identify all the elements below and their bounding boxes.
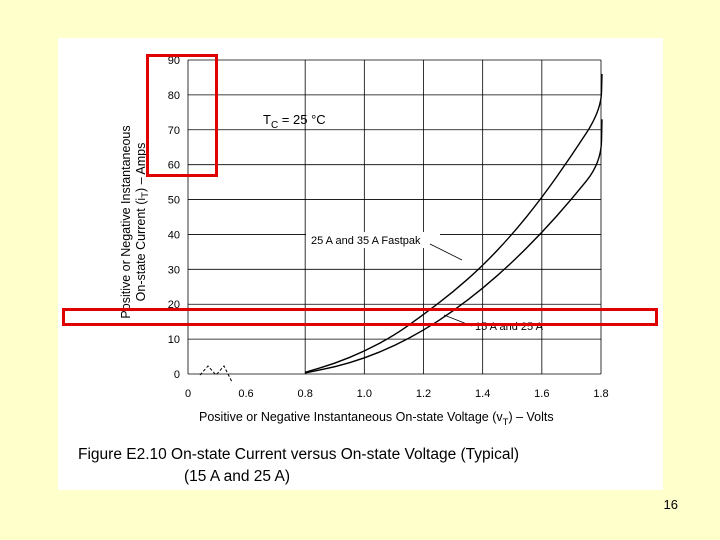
annotation-leader-fastpak bbox=[429, 243, 463, 261]
x-tick-label: 0.6 bbox=[238, 388, 253, 400]
slide-number: 16 bbox=[663, 497, 678, 512]
y-tick-label: 80 bbox=[168, 90, 180, 102]
axis-break-mark bbox=[199, 365, 233, 383]
x-axis-label: Positive or Negative Instantaneous On-st… bbox=[199, 410, 554, 428]
x-tick-label: 0 bbox=[185, 388, 191, 400]
y-tick-label: 70 bbox=[168, 125, 180, 137]
y-tick-label: 0 bbox=[174, 369, 180, 381]
series-curve-fastpak bbox=[304, 73, 603, 373]
x-tick-label: 1.4 bbox=[475, 388, 490, 400]
x-tick-label: 0.8 bbox=[298, 388, 313, 400]
temperature-condition: TC = 25 °C bbox=[263, 112, 326, 131]
y-axis-label-line1: Positive or Negative Instantaneous bbox=[119, 125, 133, 318]
series-curves bbox=[304, 73, 603, 374]
figure-caption-line1: Figure E2.10 On-state Current versus On-… bbox=[78, 446, 520, 463]
x-tick-label: 1.0 bbox=[357, 388, 372, 400]
y-tick-label: 40 bbox=[168, 229, 180, 241]
y-axis-label-line2: On-state Current (iT) – Amps bbox=[134, 143, 151, 302]
y-tick-label: 10 bbox=[168, 334, 180, 346]
highlight-box-y-axis bbox=[146, 54, 218, 177]
highlight-box-20a-line bbox=[62, 308, 658, 326]
y-tick-label: 30 bbox=[168, 264, 180, 276]
annotation-bg-fastpak bbox=[306, 232, 440, 248]
grid bbox=[187, 59, 602, 375]
annotation-fastpak: 25 A and 35 A Fastpak bbox=[311, 235, 421, 247]
x-tick-label: 1.2 bbox=[416, 388, 431, 400]
y-tick-label: 60 bbox=[168, 160, 180, 172]
x-tick-label: 1.8 bbox=[593, 388, 608, 400]
y-tick-label: 50 bbox=[168, 195, 180, 207]
y-tick-label: 90 bbox=[168, 55, 180, 67]
x-tick-label: 1.6 bbox=[534, 388, 549, 400]
figure-panel: 0 10 20 30 40 50 60 70 80 90 0 0.6 0.8 1.0 1.2 1.4 1.6 1.… bbox=[58, 38, 663, 490]
figure-caption-line2: (15 A and 25 A) bbox=[184, 468, 291, 485]
